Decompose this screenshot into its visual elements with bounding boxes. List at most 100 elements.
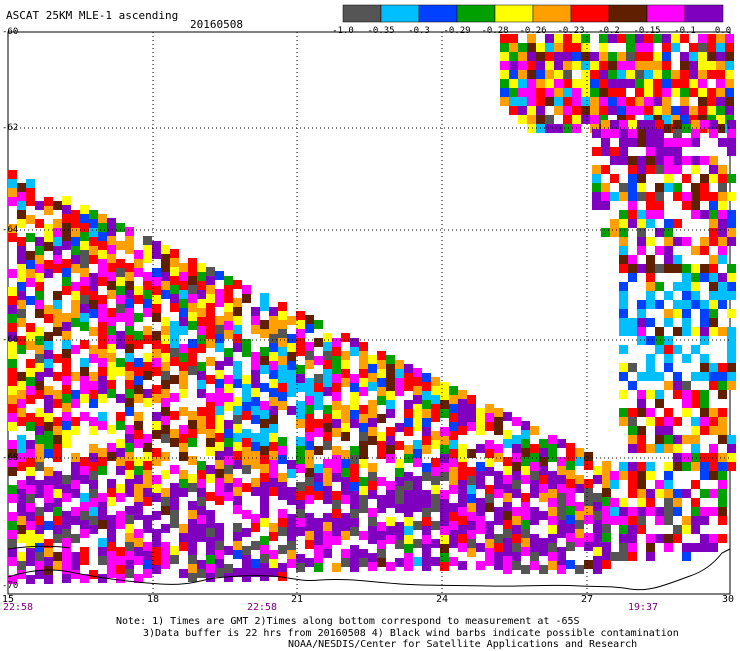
swath-cell [610, 219, 619, 228]
swath-cell [709, 192, 718, 201]
swath-cell [53, 534, 62, 543]
swath-cell [242, 528, 251, 537]
swath-cell [646, 408, 655, 417]
swath-cell [653, 61, 662, 70]
swath-cell [116, 439, 125, 448]
swath-cell [17, 192, 26, 201]
swath-cell [368, 400, 377, 409]
swath-cell [314, 563, 323, 572]
swath-cell [26, 548, 35, 557]
swath-cell [323, 369, 332, 378]
swath-cell [599, 70, 608, 79]
swath-cell [572, 43, 581, 52]
swath-cell [8, 458, 17, 467]
swath-cell [644, 97, 653, 106]
swath-cell [509, 70, 518, 79]
swath-cell [467, 422, 476, 431]
swath-cell [233, 505, 242, 514]
swath-cell [197, 371, 206, 380]
swath-cell [718, 201, 727, 210]
swath-cell [610, 471, 619, 480]
swath-cell [359, 450, 368, 459]
swath-cell [449, 485, 458, 494]
swath-cell [278, 545, 287, 554]
swath-cell [125, 461, 134, 470]
swath-cell [386, 373, 395, 382]
swath-cell [709, 426, 718, 435]
swath-cell [431, 494, 440, 503]
swath-cell [449, 476, 458, 485]
swath-cell [152, 529, 161, 538]
swath-cell [26, 530, 35, 539]
swath-cell [134, 439, 143, 448]
swath-cell [233, 541, 242, 550]
swath-cell [80, 367, 89, 376]
swath-cell [655, 345, 664, 354]
swath-cell [386, 364, 395, 373]
swath-cell [35, 552, 44, 561]
swath-cell [521, 511, 530, 520]
swath-cell [500, 61, 509, 70]
swath-cell [107, 245, 116, 254]
swath-cell [341, 423, 350, 432]
swath-cell [170, 330, 179, 339]
swath-cell [563, 124, 572, 133]
swath-cell [566, 542, 575, 551]
swath-cell [305, 360, 314, 369]
swath-cell [188, 456, 197, 465]
swath-cell [134, 376, 143, 385]
swath-cell [359, 477, 368, 486]
swath-cell [503, 529, 512, 538]
swath-cell [116, 448, 125, 457]
swath-cell [673, 219, 682, 228]
swath-cell [554, 34, 563, 43]
swath-cell [377, 540, 386, 549]
swath-cell [527, 115, 536, 124]
swath-cell [44, 332, 53, 341]
swath-cell [188, 258, 197, 267]
swath-cell [422, 409, 431, 418]
swath-cell [584, 515, 593, 524]
swath-cell [682, 327, 691, 336]
swath-cell [359, 405, 368, 414]
swath-cell [655, 444, 664, 453]
swath-cell [727, 264, 736, 273]
swath-cell [233, 397, 242, 406]
swath-cell [646, 210, 655, 219]
swath-cell [700, 399, 709, 408]
swath-cell [644, 88, 653, 97]
swath-cell [332, 365, 341, 374]
swath-cell [35, 345, 44, 354]
swath-cell [125, 317, 134, 326]
swath-cell [305, 513, 314, 522]
swath-cell [655, 507, 664, 516]
swath-cell [98, 214, 107, 223]
swath-cell [521, 430, 530, 439]
swath-cell [653, 115, 662, 124]
swath-cell [44, 197, 53, 206]
swath-cell [673, 381, 682, 390]
swath-cells [8, 34, 736, 584]
swath-cell [673, 309, 682, 318]
swath-cell [619, 543, 628, 552]
swath-cell [593, 565, 602, 574]
swath-cell [476, 543, 485, 552]
swath-cell [242, 483, 251, 492]
swath-cell [26, 440, 35, 449]
swath-cell [8, 440, 17, 449]
swath-cell [646, 507, 655, 516]
swath-cell [260, 383, 269, 392]
swath-cell [682, 237, 691, 246]
swath-cell [287, 379, 296, 388]
swath-cell [554, 79, 563, 88]
swath-cell [116, 286, 125, 295]
swath-cell [53, 525, 62, 534]
swath-cell [601, 192, 610, 201]
swath-cell [206, 429, 215, 438]
swath-cell [673, 534, 682, 543]
swath-cell [206, 510, 215, 519]
swath-cell [557, 493, 566, 502]
swath-cell [89, 300, 98, 309]
swath-cell [350, 392, 359, 401]
swath-cell [125, 344, 134, 353]
